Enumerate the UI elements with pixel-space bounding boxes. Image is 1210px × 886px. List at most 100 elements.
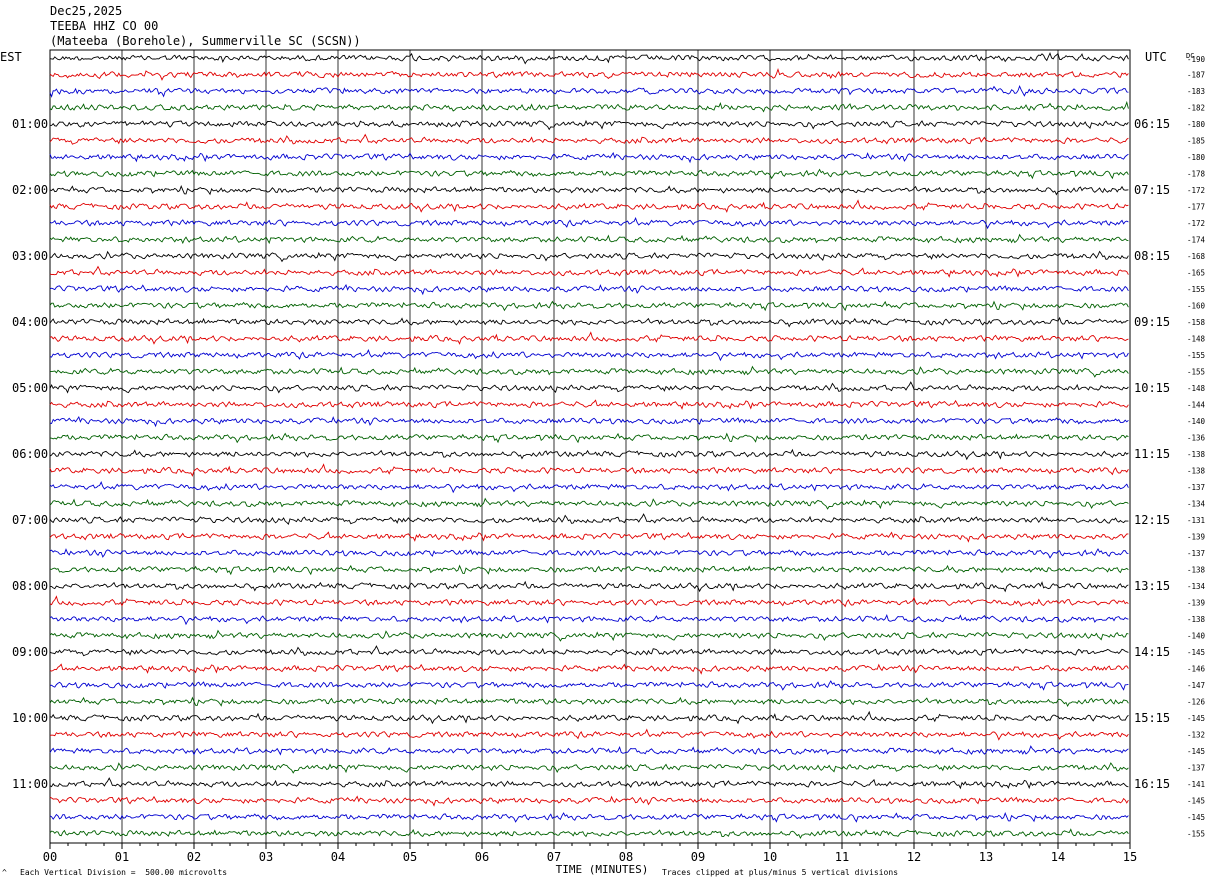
right-hour-label: 14:15 bbox=[1134, 645, 1170, 659]
trace-line bbox=[49, 645, 1129, 657]
right-timezone-label: UTC bbox=[1145, 50, 1167, 64]
x-tick-label: 11 bbox=[835, 850, 849, 864]
right-hour-label: 10:15 bbox=[1134, 381, 1170, 395]
trace-line bbox=[49, 233, 1129, 245]
trace-line bbox=[49, 100, 1129, 113]
trace-line bbox=[49, 265, 1129, 278]
scale-note: Each Vertical Division = 500.00 microvol… bbox=[20, 868, 228, 877]
x-tick-label: 01 bbox=[115, 850, 129, 864]
dc-offset-label: -139 bbox=[1187, 533, 1205, 542]
trace-line bbox=[49, 595, 1129, 608]
dc-offset-label: -187 bbox=[1187, 71, 1205, 80]
dc-offset-label: -140 bbox=[1187, 632, 1206, 641]
trace-line bbox=[49, 283, 1129, 296]
trace-line bbox=[50, 580, 1129, 593]
trace-line bbox=[49, 481, 1129, 494]
trace-line bbox=[49, 415, 1129, 428]
trace-line bbox=[49, 777, 1129, 790]
trace-lines bbox=[49, 51, 1129, 839]
left-timezone-label: EST bbox=[0, 50, 22, 64]
left-hour-label: 04:00 bbox=[12, 315, 48, 329]
trace-line bbox=[49, 710, 1129, 725]
dc-offset-label: -158 bbox=[1187, 318, 1206, 327]
trace-line bbox=[49, 300, 1129, 312]
trace-line bbox=[49, 811, 1129, 823]
dc-offset-label: -155 bbox=[1187, 830, 1205, 839]
dc-offset-label: -137 bbox=[1187, 483, 1205, 492]
dc-offset-label: -141 bbox=[1187, 780, 1205, 789]
dc-offset-label: -182 bbox=[1187, 104, 1205, 113]
trace-line bbox=[49, 613, 1129, 626]
dc-offset-label: -180 bbox=[1187, 120, 1206, 129]
date-label: Dec25,2025 bbox=[50, 4, 123, 18]
x-tick-label: 05 bbox=[403, 850, 417, 864]
x-tick-label: 03 bbox=[259, 850, 273, 864]
dc-offset-label: -168 bbox=[1187, 252, 1206, 261]
right-hour-label: 16:15 bbox=[1134, 777, 1170, 791]
trace-line bbox=[49, 463, 1129, 477]
trace-line bbox=[49, 67, 1129, 81]
dc-offset-label: -145 bbox=[1187, 747, 1205, 756]
x-tick-label: 02 bbox=[187, 850, 201, 864]
x-tick-label: 12 bbox=[907, 850, 921, 864]
right-hour-label: 13:15 bbox=[1134, 579, 1170, 593]
axis-labels: 00 01 02 03 04 05 06 07 08 09 10 11 12 13 14 15 TIME (MI… bbox=[0, 50, 1206, 876]
trace-line bbox=[49, 728, 1129, 741]
trace-line bbox=[49, 84, 1129, 98]
trace-line bbox=[49, 531, 1129, 543]
trace-line bbox=[49, 133, 1129, 145]
trace-line bbox=[49, 564, 1129, 576]
dc-offset-label: -178 bbox=[1187, 170, 1206, 179]
dc-offset-label: -185 bbox=[1187, 137, 1205, 146]
dc-offset-label: -155 bbox=[1187, 351, 1205, 360]
x-tick-label: 09 bbox=[691, 850, 705, 864]
station-label: TEEBA HHZ CO 00 bbox=[50, 19, 159, 33]
dc-offset-label: -148 bbox=[1187, 335, 1206, 344]
trace-line bbox=[49, 432, 1129, 444]
x-tick-label: 07 bbox=[547, 850, 561, 864]
left-hour-label: 05:00 bbox=[12, 381, 48, 395]
x-tick-label: 15 bbox=[1123, 850, 1137, 864]
left-hour-label: 07:00 bbox=[12, 513, 48, 527]
trace-line bbox=[49, 51, 1129, 65]
dc-offset-label: -131 bbox=[1187, 516, 1205, 525]
left-hour-label: 06:00 bbox=[12, 447, 48, 461]
trace-line bbox=[49, 828, 1129, 839]
dc-offset-label: -137 bbox=[1187, 549, 1205, 558]
dc-offset-label: -183 bbox=[1187, 87, 1205, 96]
trace-line bbox=[49, 365, 1129, 378]
dc-offset-label: -138 bbox=[1187, 467, 1206, 476]
trace-line bbox=[49, 331, 1129, 345]
dc-label: DC bbox=[1186, 52, 1194, 60]
trace-line bbox=[49, 745, 1129, 756]
dc-offset-label: -139 bbox=[1187, 599, 1205, 608]
left-hour-label: 11:00 bbox=[12, 777, 48, 791]
dc-offset-label: -177 bbox=[1187, 203, 1205, 212]
left-hour-label: 09:00 bbox=[12, 645, 48, 659]
right-hour-label: 12:15 bbox=[1134, 513, 1170, 527]
dc-offset-label: -155 bbox=[1187, 285, 1205, 294]
plot-grid bbox=[49, 49, 1131, 849]
dc-offset-label: -190 bbox=[1187, 55, 1206, 64]
right-hour-label: 08:15 bbox=[1134, 249, 1170, 263]
dc-offset-label: -145 bbox=[1187, 714, 1205, 723]
dc-offset-label: -138 bbox=[1187, 566, 1206, 575]
trace-line bbox=[49, 497, 1129, 510]
left-hour-label: 08:00 bbox=[12, 579, 48, 593]
dc-offset-label: -144 bbox=[1187, 401, 1206, 410]
x-tick-label: 00 bbox=[43, 850, 57, 864]
trace-line bbox=[49, 381, 1129, 394]
x-tick-label: 13 bbox=[979, 850, 993, 864]
trace-line bbox=[49, 217, 1129, 230]
left-hour-label: 10:00 bbox=[12, 711, 48, 725]
location-label: (Mateeba (Borehole), Summerville SC (SCS… bbox=[50, 34, 361, 48]
plot-frame bbox=[49, 49, 1131, 844]
dc-offset-label: -147 bbox=[1187, 681, 1205, 690]
right-hour-label: 07:15 bbox=[1134, 183, 1170, 197]
dc-offset-label: -172 bbox=[1187, 219, 1205, 228]
trace-line bbox=[49, 184, 1129, 196]
dc-offset-label: -137 bbox=[1187, 764, 1205, 773]
trace-line bbox=[49, 663, 1129, 675]
x-tick-label: 08 bbox=[619, 850, 633, 864]
